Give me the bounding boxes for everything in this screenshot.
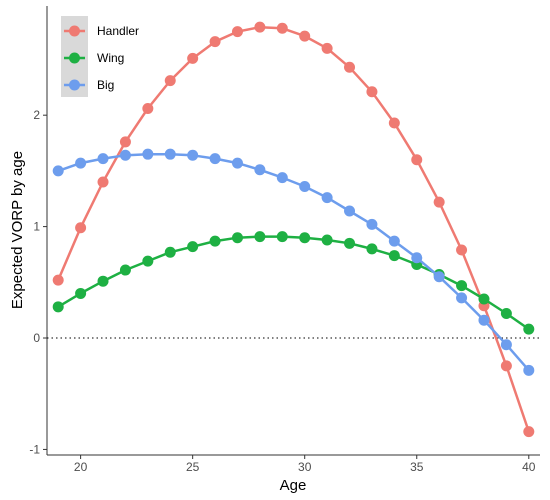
data-point-handler bbox=[322, 43, 333, 54]
x-axis-title: Age bbox=[280, 477, 307, 494]
y-tick-label: -1 bbox=[29, 442, 40, 456]
data-point-big bbox=[75, 158, 86, 169]
data-point-big bbox=[501, 339, 512, 350]
data-point-wing bbox=[456, 280, 467, 291]
data-point-handler bbox=[187, 53, 198, 64]
data-point-big bbox=[344, 206, 355, 217]
data-point-big bbox=[411, 252, 422, 263]
data-point-big bbox=[120, 150, 131, 161]
legend-point-handler bbox=[69, 26, 80, 37]
data-point-big bbox=[523, 365, 534, 376]
series-line-handler bbox=[58, 27, 529, 431]
data-point-big bbox=[456, 292, 467, 303]
data-point-wing bbox=[75, 288, 86, 299]
data-point-handler bbox=[501, 360, 512, 371]
data-point-big bbox=[232, 158, 243, 169]
data-point-big bbox=[322, 192, 333, 203]
y-tick-label: 1 bbox=[33, 220, 40, 234]
x-tick-label: 35 bbox=[410, 460, 424, 474]
data-point-handler bbox=[75, 222, 86, 233]
data-point-big bbox=[210, 153, 221, 164]
legend-label-handler: Handler bbox=[97, 24, 139, 38]
data-point-handler bbox=[299, 31, 310, 42]
data-point-handler bbox=[210, 36, 221, 47]
data-point-wing bbox=[254, 231, 265, 242]
data-point-wing bbox=[523, 324, 534, 335]
data-point-wing bbox=[344, 238, 355, 249]
data-point-wing bbox=[277, 231, 288, 242]
legend-point-big bbox=[69, 80, 80, 91]
data-point-wing bbox=[53, 301, 64, 312]
data-point-big bbox=[254, 164, 265, 175]
data-point-handler bbox=[366, 86, 377, 97]
data-point-handler bbox=[434, 197, 445, 208]
data-point-handler bbox=[456, 244, 467, 255]
data-point-big bbox=[53, 165, 64, 176]
data-point-wing bbox=[187, 241, 198, 252]
plot-area: 20 25 30 35 40 -1 0 1 2 bbox=[29, 6, 540, 474]
data-point-handler bbox=[165, 75, 176, 86]
data-point-handler bbox=[142, 103, 153, 114]
y-axis-title: Expected VORP by age bbox=[9, 151, 26, 309]
data-point-wing bbox=[366, 243, 377, 254]
legend: Handler Wing Big bbox=[61, 16, 139, 97]
data-point-big bbox=[299, 181, 310, 192]
data-point-wing bbox=[98, 276, 109, 287]
data-point-big bbox=[187, 150, 198, 161]
y-tick-label: 2 bbox=[33, 108, 40, 122]
x-tick-label: 40 bbox=[522, 460, 536, 474]
data-point-wing bbox=[232, 232, 243, 243]
legend-point-wing bbox=[69, 53, 80, 64]
data-point-big bbox=[165, 149, 176, 160]
data-point-big bbox=[434, 271, 445, 282]
data-point-wing bbox=[322, 234, 333, 245]
legend-label-big: Big bbox=[97, 78, 114, 92]
x-tick-label: 25 bbox=[186, 460, 200, 474]
data-point-big bbox=[366, 219, 377, 230]
legend-label-wing: Wing bbox=[97, 51, 124, 65]
data-point-big bbox=[478, 315, 489, 326]
data-point-wing bbox=[210, 236, 221, 247]
data-point-wing bbox=[120, 265, 131, 276]
data-point-wing bbox=[299, 232, 310, 243]
data-point-handler bbox=[389, 117, 400, 128]
data-point-handler bbox=[411, 154, 422, 165]
x-tick-label: 30 bbox=[298, 460, 312, 474]
data-point-handler bbox=[254, 22, 265, 33]
data-point-handler bbox=[232, 26, 243, 37]
data-point-wing bbox=[142, 256, 153, 267]
data-point-handler bbox=[53, 275, 64, 286]
data-point-handler bbox=[98, 177, 109, 188]
data-point-big bbox=[277, 172, 288, 183]
data-point-handler bbox=[344, 62, 355, 73]
data-point-handler bbox=[120, 136, 131, 147]
data-point-handler bbox=[277, 23, 288, 34]
data-point-wing bbox=[501, 308, 512, 319]
x-tick-label: 20 bbox=[74, 460, 88, 474]
data-point-wing bbox=[389, 250, 400, 261]
data-point-wing bbox=[478, 294, 489, 305]
data-point-big bbox=[142, 149, 153, 160]
data-point-big bbox=[389, 236, 400, 247]
y-tick-label: 0 bbox=[33, 331, 40, 345]
data-point-big bbox=[98, 153, 109, 164]
data-point-wing bbox=[165, 247, 176, 258]
data-point-handler bbox=[523, 426, 534, 437]
